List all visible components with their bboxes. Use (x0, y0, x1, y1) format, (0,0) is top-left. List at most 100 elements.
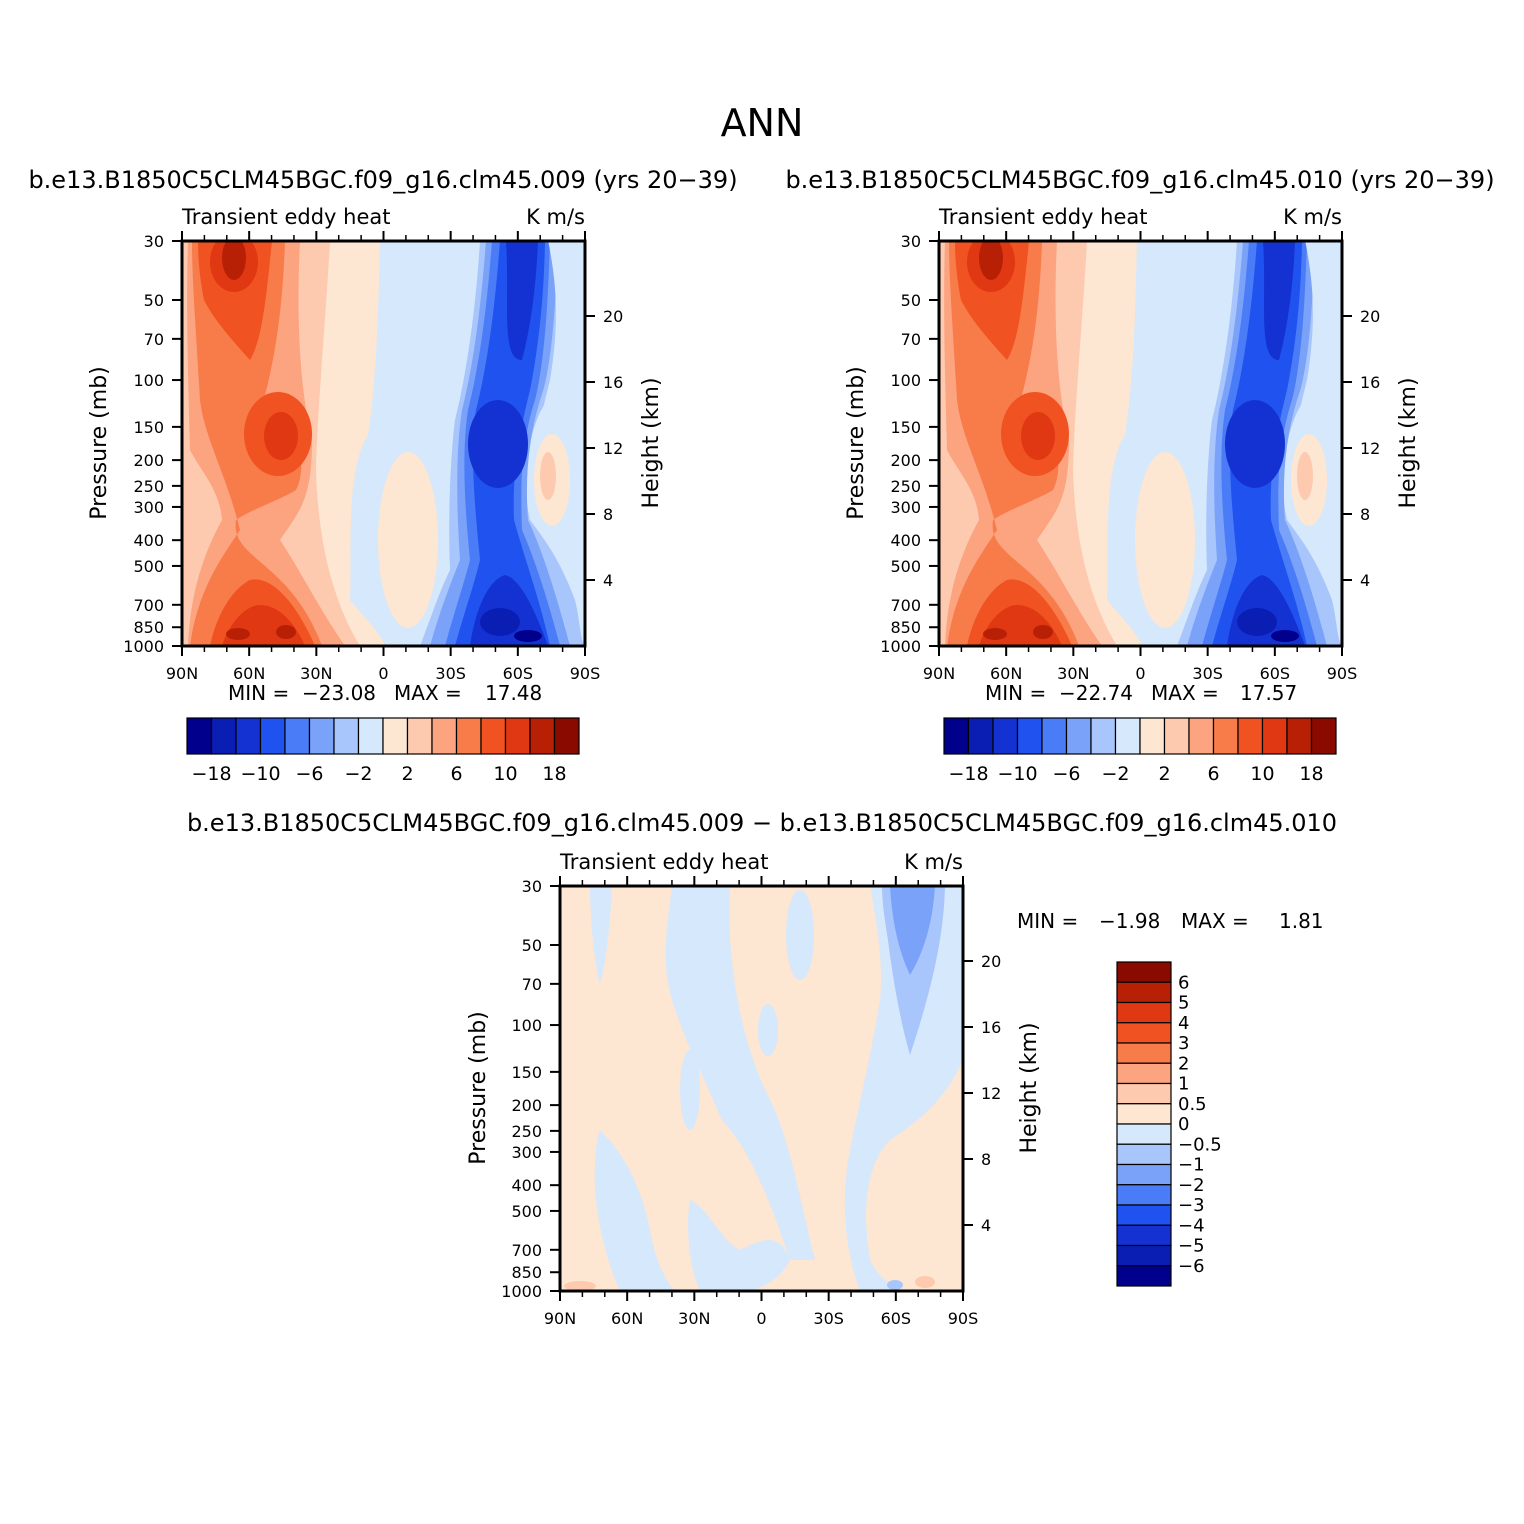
panel-1: b.e13.B1850C5CLM45BGC.f09_g16.clm45.009 … (28, 166, 737, 785)
panel-2-ytick-label: 30 (901, 232, 921, 251)
panel-2-ytick-right-label: 20 (1360, 307, 1380, 326)
panel-1-eq-positive (378, 452, 438, 628)
panel-3-ytick-label: 70 (522, 975, 542, 994)
panel-2-colorbar: −18 −10 −6 −2 2 6 10 18 (943, 717, 1337, 785)
panel-2-ytick-label: 150 (890, 418, 921, 437)
panel-1-field (182, 241, 585, 646)
panel-3-colorbar-label: 1 (1178, 1074, 1189, 1095)
panel-1-ytick-right-label: 8 (603, 505, 613, 524)
panel-2-colorbar-swatch (1114, 717, 1141, 755)
panel-2-ytick-label: 850 (890, 618, 921, 637)
panel-2-sh-mid-core (1225, 400, 1285, 488)
panel-2-ytick-label: 200 (890, 451, 921, 470)
panel-3-colorbar-swatch (1116, 1001, 1172, 1024)
panel-3-neg-band-d (688, 1200, 790, 1291)
panel-1-title: b.e13.B1850C5CLM45BGC.f09_g16.clm45.009 … (28, 166, 737, 194)
panel-3-ytick-label: 500 (511, 1202, 542, 1221)
panel-1-ytick-right-label: 20 (603, 307, 623, 326)
panel-1-colorbar-swatch (235, 717, 262, 755)
panel-1-colorbar-label: −2 (344, 763, 372, 785)
panel-3-colorbar-swatch (1116, 1062, 1172, 1085)
panel-2-xtick-label: 90S (1327, 664, 1358, 683)
panel-2-sh-low-core-14 (1237, 608, 1277, 636)
panel-2-ytick-right-label: 12 (1360, 439, 1380, 458)
panel-1-colorbar-swatch (382, 717, 409, 755)
panel-2-colorbar-label: −2 (1101, 763, 1129, 785)
panel-1-colorbar-swatch (553, 717, 580, 755)
panel-1-min-label: MIN = (228, 681, 289, 705)
panel-1-subtitle-left: Transient eddy heat (181, 205, 390, 229)
panel-1-ytick-label: 700 (133, 596, 164, 615)
panel-1-ytick-label: 70 (144, 330, 164, 349)
panel-1-sh-negative-10 (506, 241, 538, 360)
panel-1-ylabel: Pressure (mb) (87, 366, 112, 520)
panel-2-colorbar-swatch (1090, 717, 1117, 755)
panel-1-upper-core-14 (222, 241, 246, 280)
panel-1-ytick-label: 250 (133, 477, 164, 496)
panel-1-ytick-label: 100 (133, 371, 164, 390)
panel-2-colorbar-label: 10 (1250, 763, 1274, 785)
panel-3-pos-blob-i (905, 1140, 955, 1260)
panel-3-xtick-label: 90S (948, 1309, 979, 1328)
panel-1-xtick-label: 60S (503, 664, 534, 683)
panel-1-ytick-label: 400 (133, 531, 164, 550)
panel-2-colorbar-swatch (1163, 717, 1190, 755)
panel-3-colorbar-swatch (1116, 1143, 1172, 1166)
panel-1-colorbar-swatch (406, 717, 433, 755)
panel-1-colorbar-swatch (210, 717, 237, 755)
panel-2-max-label: MAX = (1151, 681, 1219, 705)
panel-3-colorbar-swatch (1116, 1022, 1172, 1044)
panel-2-colorbar-swatch (1016, 717, 1043, 755)
panel-3-neg-band-c (594, 1130, 675, 1291)
panel-2-colorbar-swatch (1261, 717, 1288, 755)
figure-title: ANN (721, 101, 804, 145)
panel-1-ytick-right-label: 4 (603, 571, 613, 590)
panel-3-min-label: MIN = (1017, 909, 1078, 933)
panel-3-ytick-label: 150 (511, 1063, 542, 1082)
panel-2-field (939, 241, 1342, 646)
panel-3-xtick-label: 0 (756, 1309, 766, 1328)
panel-3-max-value: 1.81 (1279, 909, 1324, 933)
panel-2-sh-low-core-18 (1271, 630, 1299, 642)
panel-2-colorbar-label: −10 (997, 763, 1037, 785)
panel-1-xtick-label: 30S (435, 664, 466, 683)
panel-2-colorbar-swatch (967, 717, 994, 755)
panel-3-colorbar-swatch (1116, 1082, 1172, 1105)
panel-1-ytick-label: 200 (133, 451, 164, 470)
panel-1-ytick-right-label: 12 (603, 439, 623, 458)
panel-3-colorbar-label: −0.5 (1178, 1134, 1222, 1155)
panel-2-xtick-label: 60N (990, 664, 1022, 683)
panel-2-eq-positive (1135, 452, 1195, 628)
panel-3-xtick-label: 60S (881, 1309, 912, 1328)
panel-1-colorbar-swatch (357, 717, 384, 755)
panel-2-ytick-right-label: 4 (1360, 571, 1370, 590)
panel-3: b.e13.B1850C5CLM45BGC.f09_g16.clm45.009 … (187, 809, 1337, 1328)
panel-1-colorbar-swatch (480, 717, 507, 755)
panel-3-colorbar-label: −3 (1178, 1195, 1205, 1216)
panel-2-xtick-label: 60S (1260, 664, 1291, 683)
panel-3-ytick-label: 300 (511, 1143, 542, 1162)
panel-2-colorbar-swatch (943, 717, 970, 755)
panel-2-mid-core-10 (1021, 412, 1055, 460)
panel-3-ytick-label: 1000 (501, 1282, 542, 1301)
panel-1-colorbar-swatch (455, 717, 482, 755)
panel-2-upper-core-14 (979, 241, 1003, 280)
panel-2-xtick-label: 30N (1057, 664, 1089, 683)
panel-1-colorbar-swatch (308, 717, 335, 755)
panel-3-ytick-label: 30 (522, 877, 542, 896)
panel-1-colorbar-swatch (431, 717, 458, 755)
panel-1-max-label: MAX = (394, 681, 462, 705)
panel-3-pos-blob-j (915, 1276, 935, 1288)
panel-2-xtick-label: 0 (1135, 664, 1145, 683)
panel-2-min-label: MIN = (985, 681, 1046, 705)
panel-3-neg-band-h (844, 886, 963, 1291)
panel-1-low-core-14b (276, 625, 296, 639)
panel-1-max-value: 17.48 (485, 681, 542, 705)
panel-3-ylabel-right: Height (km) (1017, 1022, 1042, 1153)
panel-2-ytick-label: 250 (890, 477, 921, 496)
panel-3-colorbar-swatch (1116, 1244, 1172, 1267)
panel-3-subtitle-right: K m/s (904, 850, 963, 874)
panel-1-mid-core-10 (264, 412, 298, 460)
panel-3-colorbar-label: 5 (1178, 993, 1189, 1014)
